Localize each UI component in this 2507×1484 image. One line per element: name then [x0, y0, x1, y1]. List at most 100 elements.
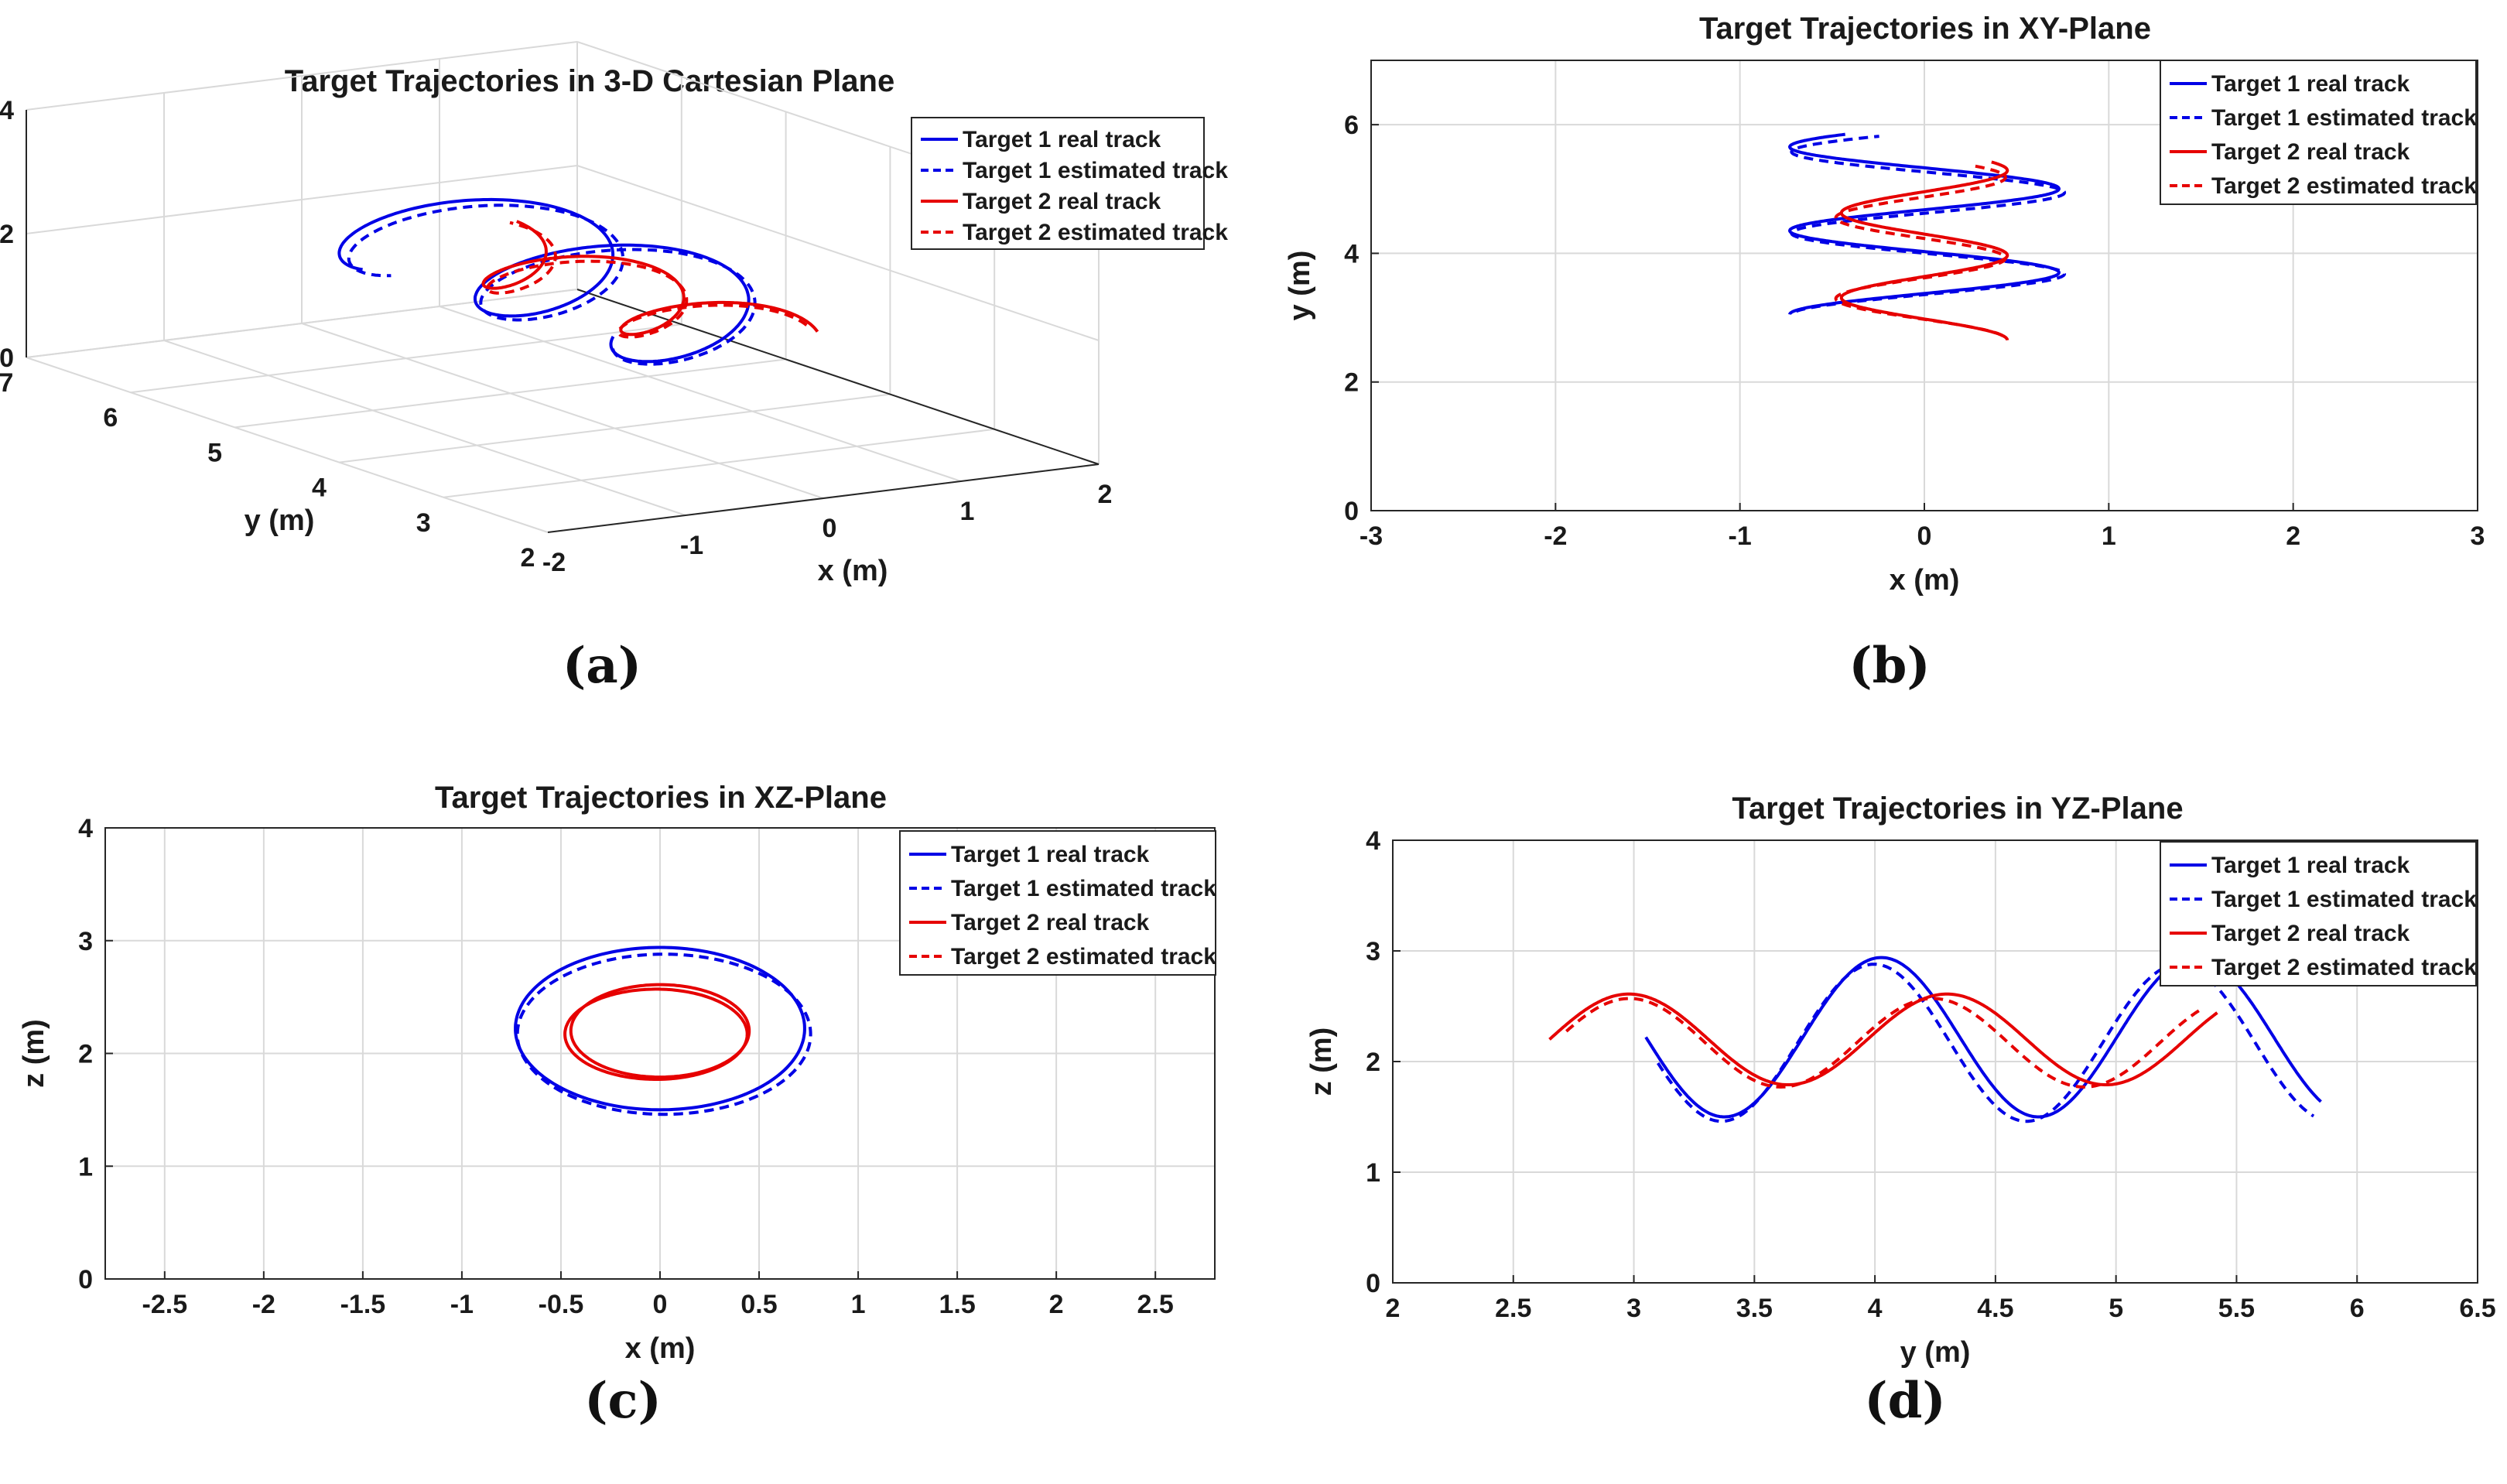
panel-d-x-tick-label: 6.5	[2459, 1294, 2495, 1323]
panel-d-y-axis-label: z (m)	[1305, 1028, 1338, 1096]
panel-d-title: Target Trajectories in YZ-Plane	[1732, 792, 2183, 826]
panel-a-y-tick-label: 7	[0, 368, 13, 398]
panel-a-x-tick-label: -2	[542, 548, 566, 577]
panel-d-y-tick-label: 2	[1366, 1048, 1380, 1077]
panel-b-x-tick-label: 0	[1917, 521, 1932, 551]
panel-a-x-tick-label: 1	[960, 497, 975, 526]
panel-d-x-tick-label: 4	[1868, 1294, 1883, 1323]
panel-d-legend-label-t2_est: Target 2 estimated track	[2211, 955, 2477, 980]
panel-c-x-tick-label: 0	[653, 1290, 668, 1319]
panel-b-legend-label-t2_real: Target 2 real track	[2211, 139, 2410, 165]
panel-a-legend-label-t1_est: Target 1 estimated track	[963, 158, 1228, 183]
panel-c-x-tick-label: 2.5	[1137, 1290, 1174, 1319]
panel-b-x-tick-label: 3	[2471, 521, 2485, 551]
panel-d-x-tick-label: 3	[1626, 1294, 1641, 1323]
panel-b-y-tick-label: 2	[1344, 368, 1359, 398]
panel-c-x-tick-label: 0.5	[740, 1290, 777, 1319]
panel-c-y-tick-label: 2	[78, 1040, 93, 1069]
panel-a-z-tick-label: 0	[0, 344, 14, 373]
panel-a-y-axis-label: y (m)	[245, 504, 315, 537]
panel-a-y-tick-label: 3	[416, 508, 431, 538]
panel-a-floor-gridline-y	[130, 323, 682, 394]
panel-c-x-tick-label: 1.5	[939, 1290, 975, 1319]
panel-c-x-tick-label: -0.5	[539, 1290, 584, 1319]
panel-a-backwall-gridline-z	[26, 289, 578, 358]
panel-c-y-tick-label: 0	[78, 1265, 93, 1294]
panel-a-floor-gridline-x	[301, 323, 824, 499]
panel-c-legend-label-t2_est: Target 2 estimated track	[951, 944, 1216, 969]
panel-b-legend-box	[2160, 60, 2477, 205]
panel-a-title: Target Trajectories in 3-D Cartesian Pla…	[285, 64, 894, 98]
panel-c-x-tick-label: -2.5	[142, 1290, 188, 1319]
panel-d-x-axis-label: y (m)	[1900, 1336, 1971, 1369]
panel-a-legend-label-t2_real: Target 2 real track	[963, 189, 1161, 214]
panel-d-series-t2_est	[1565, 997, 2204, 1089]
panel-b-y-tick-label: 0	[1344, 497, 1359, 526]
panel-a-y-tick-label: 5	[207, 438, 222, 467]
panel-c-legend-label-t2_real: Target 2 real track	[951, 910, 1150, 935]
panel-c-x-tick-label: 1	[851, 1290, 866, 1319]
panel-a-x-tick-label: -1	[680, 531, 703, 560]
panel-a-z-tick-label: 4	[0, 96, 14, 125]
panel-a-series-t2_est	[485, 221, 808, 339]
panel-c-y-tick-label: 3	[78, 927, 93, 956]
panel-d-x-tick-label: 2	[1386, 1294, 1401, 1323]
panel-a-y-axis-line	[576, 289, 1100, 465]
panel-b-legend-label-t1_real: Target 1 real track	[2211, 71, 2410, 97]
panel-c-x-tick-label: 2	[1049, 1290, 1064, 1319]
panel-b-x-tick-label: 2	[2286, 521, 2300, 551]
panel-c-x-tick-label: -1	[450, 1290, 474, 1319]
panel-d-legend-label-t1_est: Target 1 estimated track	[2211, 887, 2477, 912]
panel-b-legend-label-t1_est: Target 1 estimated track	[2211, 105, 2477, 131]
panel-c-x-tick-label: -2	[252, 1290, 275, 1319]
panel-b-title: Target Trajectories in XY-Plane	[1699, 12, 2151, 46]
panel-a-floor-gridline-y	[339, 393, 891, 463]
panel-d-x-tick-label: 5	[2109, 1294, 2123, 1323]
panel-b-legend-label-t2_est: Target 2 estimated track	[2211, 173, 2477, 199]
panel-c-legend-box	[899, 830, 1216, 976]
panel-a-y-tick-label: 2	[521, 543, 535, 573]
panel-c-x-axis-label: x (m)	[625, 1332, 696, 1365]
panel-c-y-axis-label: z (m)	[18, 1019, 50, 1088]
panel-b-x-tick-label: -1	[1729, 521, 1752, 551]
panel-a-3d: Target Trajectories in 3-D Cartesian Pla…	[0, 41, 1228, 695]
panel-a-floor-gridline-x	[163, 340, 686, 516]
panel-b-series-t2_est	[1834, 164, 2007, 337]
panel-d-x-tick-label: 5.5	[2218, 1294, 2255, 1323]
panel-d-y-tick-label: 4	[1366, 826, 1380, 856]
panel-a-x-tick-label: 2	[1098, 480, 1113, 509]
panel-d-axes-frame	[1392, 839, 2478, 1284]
panel-a-legend-label-t2_est: Target 2 estimated track	[963, 220, 1228, 245]
panel-a-sidewall-gridline-z	[576, 165, 1100, 341]
panel-d-legend-box	[2160, 841, 2477, 986]
panel-a-series-t1_est	[347, 203, 757, 366]
panel-b-x-axis-label: x (m)	[1890, 564, 1960, 597]
panel-a-x-axis-label: x (m)	[818, 555, 888, 587]
panel-b-y-tick-label: 6	[1344, 111, 1359, 140]
panel-d-x-tick-label: 2.5	[1495, 1294, 1531, 1323]
panel-b-x-tick-label: -3	[1360, 521, 1383, 551]
panel-b-x-tick-label: -2	[1544, 521, 1567, 551]
panel-c-axes-frame	[104, 827, 1216, 1280]
panel-c-series-t2_est	[563, 987, 749, 1081]
panel-c-caption: (c)	[584, 1372, 662, 1430]
panel-a-x-axis-line	[547, 463, 1100, 533]
panel-d-y-tick-label: 1	[1366, 1158, 1380, 1188]
panel-a-backwall-gridline-z	[26, 41, 578, 111]
panel-a-legend-box	[911, 117, 1205, 250]
panel-d-y-tick-label: 3	[1366, 937, 1380, 966]
panel-a-caption: (a)	[563, 637, 641, 695]
panel-d-yz: Target Trajectories in YZ-Plane (d) 2 2.5…	[1305, 792, 2496, 1430]
panel-c-y-tick-label: 4	[78, 814, 93, 843]
panel-d-series-t2_real	[1548, 992, 2218, 1086]
panel-b-axes-frame	[1370, 60, 2478, 511]
panel-c-series-t1_real	[514, 945, 806, 1112]
panel-b-y-axis-label: y (m)	[1284, 251, 1316, 321]
panel-a-z-tick-label: 2	[0, 220, 14, 249]
panel-c-legend-label-t1_est: Target 1 estimated track	[951, 876, 1216, 901]
panel-c-x-tick-label: -1.5	[340, 1290, 386, 1319]
panel-c-series-t2_real	[569, 983, 751, 1079]
panel-b-series-t1_real	[1788, 132, 2061, 316]
panel-d-caption: (d)	[1864, 1372, 1945, 1430]
